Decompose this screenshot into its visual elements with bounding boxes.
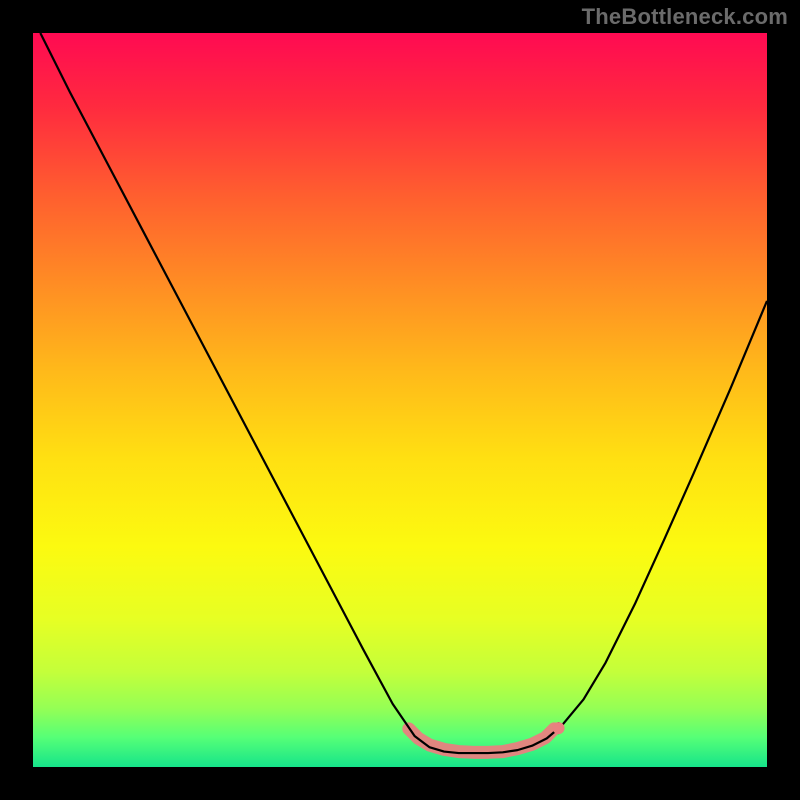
chart-container: TheBottleneck.com [0, 0, 800, 800]
marker-dot [553, 722, 565, 734]
watermark-text: TheBottleneck.com [582, 4, 788, 30]
gradient-background [33, 33, 767, 767]
bottleneck-chart [33, 33, 767, 767]
